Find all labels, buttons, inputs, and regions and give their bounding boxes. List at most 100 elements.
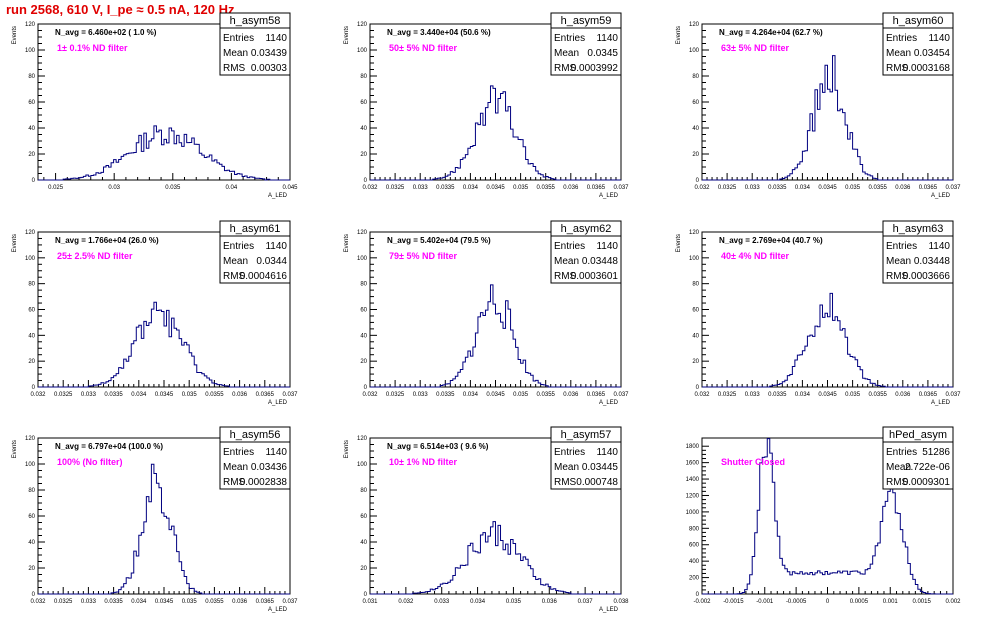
stat-value-mean: 0.03445 xyxy=(582,462,619,473)
stats-box xyxy=(882,441,954,490)
x-tick-label: 0.032 xyxy=(694,392,710,398)
stats-box xyxy=(550,235,622,284)
histogram-line xyxy=(702,55,953,181)
x-tick-label: 0.001 xyxy=(883,599,899,605)
x-tick-label: 0.037 xyxy=(282,392,298,398)
y-tick-label: 100 xyxy=(689,48,700,54)
stat-label-entries: Entries xyxy=(554,447,585,458)
x-tick-label: 0.0345 xyxy=(155,392,174,398)
y-tick-label: 0 xyxy=(364,385,368,391)
x-tick-label: 0.035 xyxy=(182,392,198,398)
y-tick-label: 0 xyxy=(364,592,368,598)
y-axis-label: Events xyxy=(344,234,350,252)
x-tick-label: 0.033 xyxy=(745,185,761,191)
y-tick-label: 20 xyxy=(28,359,35,365)
x-axis-label: A_LED xyxy=(931,400,951,406)
x-tick-label: 0.033 xyxy=(745,392,761,398)
stat-label-rms: RMS xyxy=(554,63,577,74)
x-tick-label: 0.0005 xyxy=(850,599,869,605)
stat-label-mean: Mean xyxy=(886,256,911,267)
stat-value-mean: 0.03448 xyxy=(582,256,619,267)
y-tick-label: 40 xyxy=(360,333,367,339)
x-tick-label: 0.0365 xyxy=(256,599,275,605)
y-tick-label: 20 xyxy=(360,566,367,572)
histogram-panel-h_asym56: 0 20 40 60 80 100 120 0.032 0.0325 0.033 0.0335 0.0… xyxy=(12,426,298,613)
x-tick-label: 0.035 xyxy=(845,185,861,191)
x-tick-label: 0.031 xyxy=(362,599,378,605)
x-tick-label: 0.037 xyxy=(945,185,961,191)
avg-text: N_avg = 5.402e+04 (79.5 %) xyxy=(387,236,491,245)
histogram-line xyxy=(370,284,621,388)
x-tick-label: 0.036 xyxy=(563,185,579,191)
stat-label-rms: RMS xyxy=(223,477,246,488)
stat-label-mean: Mean xyxy=(223,256,248,267)
x-tick-label: 0.0355 xyxy=(869,392,888,398)
y-tick-label: 20 xyxy=(360,152,367,158)
stat-value-rms: 0.0003168 xyxy=(903,63,951,74)
x-tick-label: -0.0015 xyxy=(723,599,744,605)
y-tick-label: 60 xyxy=(692,308,699,314)
avg-text: N_avg = 6.797e+04 (100.0 %) xyxy=(55,442,163,451)
y-tick-label: 60 xyxy=(360,514,367,520)
x-axis-label: A_LED xyxy=(268,193,288,199)
stats-box xyxy=(882,27,954,76)
stat-value-mean: 2.722e-06 xyxy=(905,462,950,473)
y-tick-label: 100 xyxy=(357,48,368,54)
y-tick-label: 40 xyxy=(28,540,35,546)
stat-value-mean: 0.03454 xyxy=(914,48,951,59)
y-tick-label: 120 xyxy=(357,436,368,442)
x-axis-label: A_LED xyxy=(268,400,288,406)
x-tick-label: 0.034 xyxy=(131,599,147,605)
y-tick-label: 80 xyxy=(28,488,35,494)
x-tick-label: 0.0365 xyxy=(587,185,606,191)
y-tick-label: 100 xyxy=(25,48,36,54)
histogram-panel-h_asym59: 0 20 40 60 80 100 120 0.032 0.0325 0.033 0.0335 0.0… xyxy=(344,12,629,199)
y-tick-label: 100 xyxy=(357,462,368,468)
y-tick-label: 0 xyxy=(32,592,36,598)
x-tick-label: 0.035 xyxy=(513,185,529,191)
avg-text: N_avg = 2.769e+04 (40.7 %) xyxy=(719,236,823,245)
x-tick-label: 0.037 xyxy=(945,392,961,398)
y-axis-label: Events xyxy=(676,234,682,252)
stat-value-rms: 0.0004616 xyxy=(240,271,288,282)
y-tick-label: 40 xyxy=(692,126,699,132)
histogram-line xyxy=(370,85,621,181)
x-tick-label: 0.045 xyxy=(282,185,298,191)
stats-box xyxy=(550,27,622,76)
stat-label-entries: Entries xyxy=(223,33,254,44)
stat-value-mean: 0.0344 xyxy=(256,256,287,267)
y-tick-label: 100 xyxy=(357,256,368,262)
x-tick-label: 0.0365 xyxy=(587,392,606,398)
histogram-name: h_asym56 xyxy=(230,429,281,441)
x-tick-label: 0.0335 xyxy=(768,392,787,398)
stat-label-mean: Mean xyxy=(554,462,579,473)
y-tick-label: 40 xyxy=(360,126,367,132)
x-tick-label: 0.0365 xyxy=(919,392,938,398)
x-tick-label: 0.0335 xyxy=(768,185,787,191)
filter-label: 40± 4% ND filter xyxy=(721,251,789,261)
x-tick-label: 0.0365 xyxy=(919,185,938,191)
stat-label-mean: Mean xyxy=(554,256,579,267)
histogram-line xyxy=(370,521,621,595)
histogram-name: h_asym63 xyxy=(893,223,944,235)
histogram-name: h_asym60 xyxy=(893,15,944,27)
histogram-line xyxy=(38,463,290,595)
x-tick-label: 0.032 xyxy=(30,392,46,398)
y-tick-label: 80 xyxy=(692,74,699,80)
x-tick-label: 0.0365 xyxy=(256,392,275,398)
stat-value-mean: 0.03436 xyxy=(251,462,288,473)
x-tick-label: 0.0345 xyxy=(486,392,505,398)
x-axis-label: A_LED xyxy=(268,607,288,613)
y-tick-label: 80 xyxy=(28,74,35,80)
histogram-name: h_asym58 xyxy=(230,15,281,27)
avg-text: N_avg = 6.514e+03 ( 9.6 %) xyxy=(387,442,489,451)
x-tick-label: 0.033 xyxy=(413,392,429,398)
x-tick-label: 0.002 xyxy=(945,599,961,605)
x-tick-label: 0.0355 xyxy=(205,599,224,605)
y-tick-label: 200 xyxy=(689,576,700,582)
stats-box xyxy=(219,27,291,76)
x-axis-label: A_LED xyxy=(599,400,619,406)
x-tick-label: 0.032 xyxy=(362,392,378,398)
x-tick-label: 0.037 xyxy=(282,599,298,605)
